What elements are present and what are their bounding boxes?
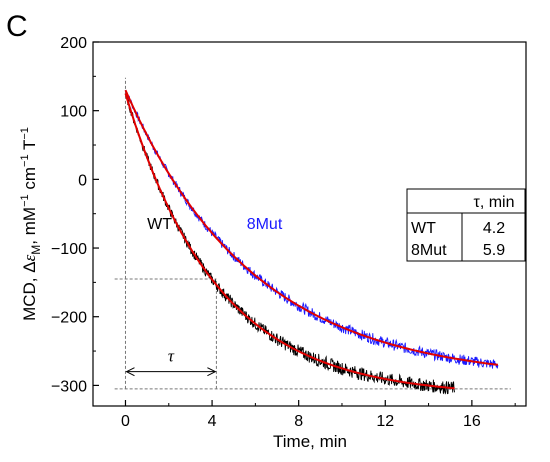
table-row-value-wt: 4.2 [483,220,505,237]
y-tick-label: −100 [51,241,87,258]
table-row-value-8mut: 5.9 [483,242,505,259]
label-wt: WT [147,216,172,233]
x-tick-label: 12 [376,413,394,430]
y-label-sub: M [29,245,43,255]
y-tick-label: 0 [78,172,87,189]
table-row-label-8mut: 8Mut [411,242,447,259]
table-header-tau: τ, min [474,194,515,211]
y-tick-label: 100 [60,104,87,121]
table-row-label-wt: WT [411,220,436,237]
series-data-8mut [125,89,499,369]
y-label-exp2: −1 [19,154,31,167]
y-tick-label: 200 [60,35,87,52]
tau-arrow-head-right [207,367,217,377]
y-label-mid: cm [20,167,39,194]
y-axis-ticks: 200 100 0 −100 −200 −300 [51,35,99,395]
series-labels: WT 8Mut [147,216,283,233]
y-label-tail: T [20,140,39,155]
y-label-exp3: −1 [19,127,31,140]
x-axis-ticks: 0 4 8 12 16 [121,400,516,430]
series-fit-8mut [124,89,499,366]
x-tick-label: 8 [294,413,303,430]
series-fit-wt [124,93,455,390]
table-frame [406,188,526,262]
x-tick-label: 4 [208,413,217,430]
tau-arrow-label: τ [168,347,175,366]
panel-label: C [6,10,28,43]
y-tick-label: −300 [51,378,87,395]
plot-frame [92,41,527,407]
x-axis-label: Time, min [273,432,347,451]
tau-annotation: τ [125,347,217,377]
y-label-exp1: −1 [19,194,31,207]
tau-table: τ, min WT 4.2 8Mut 5.9 [406,188,526,262]
x-tick-label: 16 [463,413,481,430]
x-tick-label: 0 [121,413,130,430]
y-tick-label: −200 [51,310,87,327]
y-label-epsilon: ε [20,254,39,261]
y-label-prefix: MCD, Δ [20,261,39,321]
y-label-rest: , mM [20,207,39,245]
tau-arrow-head-left [125,367,135,377]
label-8mut: 8Mut [247,216,283,233]
series-layer [124,89,499,395]
y-axis-label: MCD, ΔεM, mM−1 cm−1 T−1 [19,127,43,321]
